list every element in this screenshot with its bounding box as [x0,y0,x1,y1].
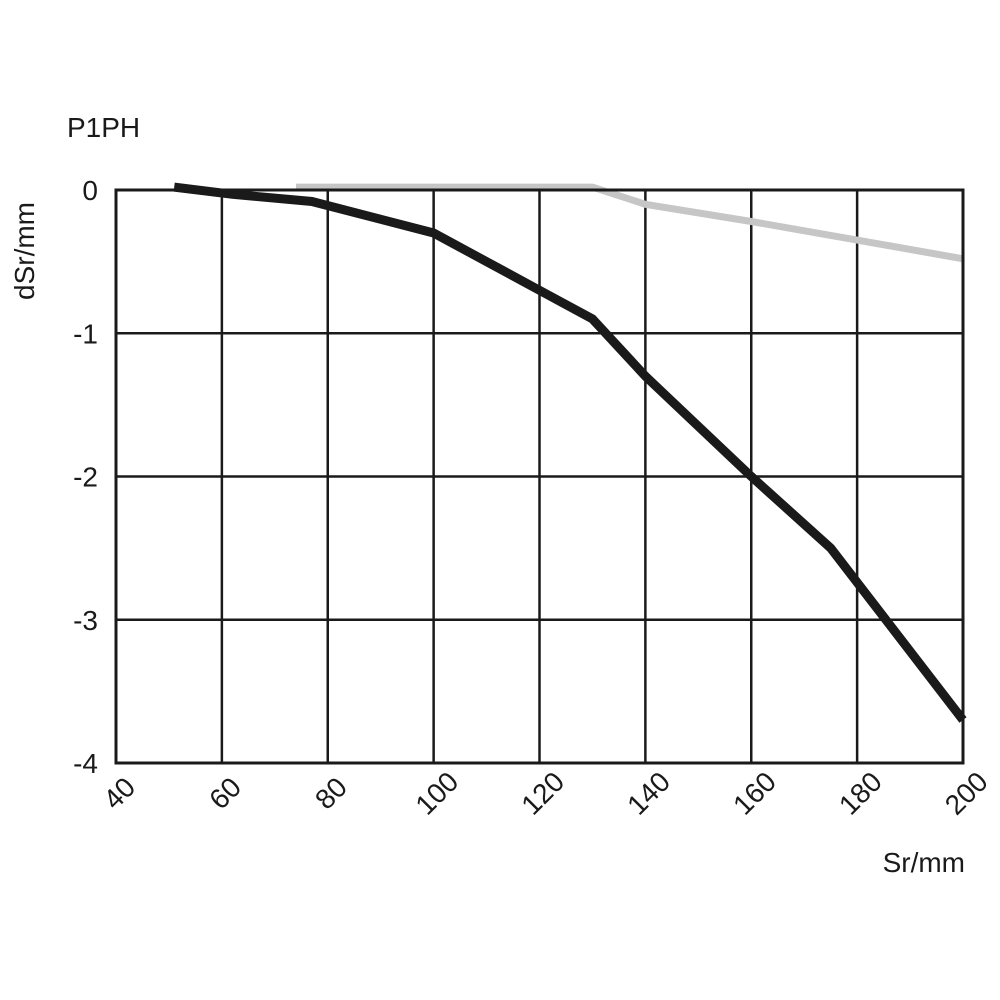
x-tick-label: 80 [309,771,353,815]
x-tick-label: 100 [409,766,464,821]
y-tick-label: -1 [73,318,98,349]
y-axis-label: dSr/mm [9,202,40,300]
y-tick-label: -3 [73,605,98,636]
y-tick-label: -2 [73,462,98,493]
x-axis-label: Sr/mm [883,847,965,878]
x-tick-label: 60 [203,771,247,815]
x-tick-labels: 40 60 80 100 120 140 160 180 200 [97,766,993,821]
y-tick-label: -4 [73,748,98,779]
x-tick-label: 120 [515,766,570,821]
x-tick-label: 40 [97,771,141,815]
chart-title: P1PH [67,112,140,143]
x-tick-label: 140 [621,766,676,821]
series-line-2 [296,183,964,263]
series-line-1 [173,182,967,723]
y-tick-label: 0 [82,175,98,206]
x-tick-label: 160 [727,766,782,821]
grid [114,188,965,765]
plot-frame [114,188,965,765]
x-tick-label: 180 [833,766,888,821]
y-tick-labels: 0 -1 -2 -3 -4 [73,175,98,779]
x-tick-label: 200 [939,766,994,821]
